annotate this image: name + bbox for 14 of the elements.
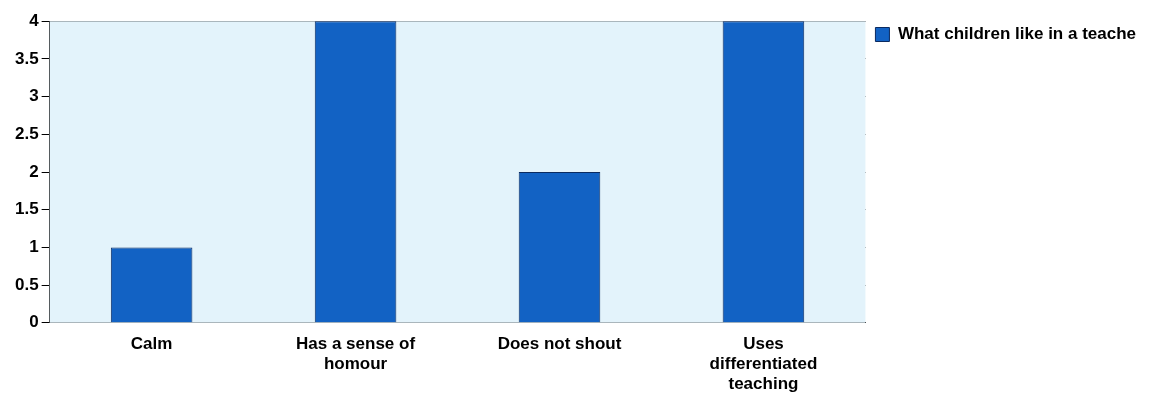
y-tick-label: 1.5 [14,199,39,219]
y-tick-label: 0.5 [14,274,39,294]
x-tick-label: Calm [130,333,173,353]
y-tick-label: 4 [29,10,40,30]
y-tick-label: 2.5 [14,123,39,143]
y-tick-label: 2 [29,161,39,181]
y-tick-label: 3 [29,86,39,106]
x-tick-label: Uses differentiated teaching [709,333,818,394]
x-tick-label: Does not shout [497,333,622,353]
y-tick-label: 1 [29,237,39,257]
legend-label: What children like in a teache [897,24,1137,44]
x-tick-label: Has a sense of homour [296,333,416,374]
y-tick-label: 3.5 [14,48,39,68]
y-tick-label: 0 [29,312,39,332]
